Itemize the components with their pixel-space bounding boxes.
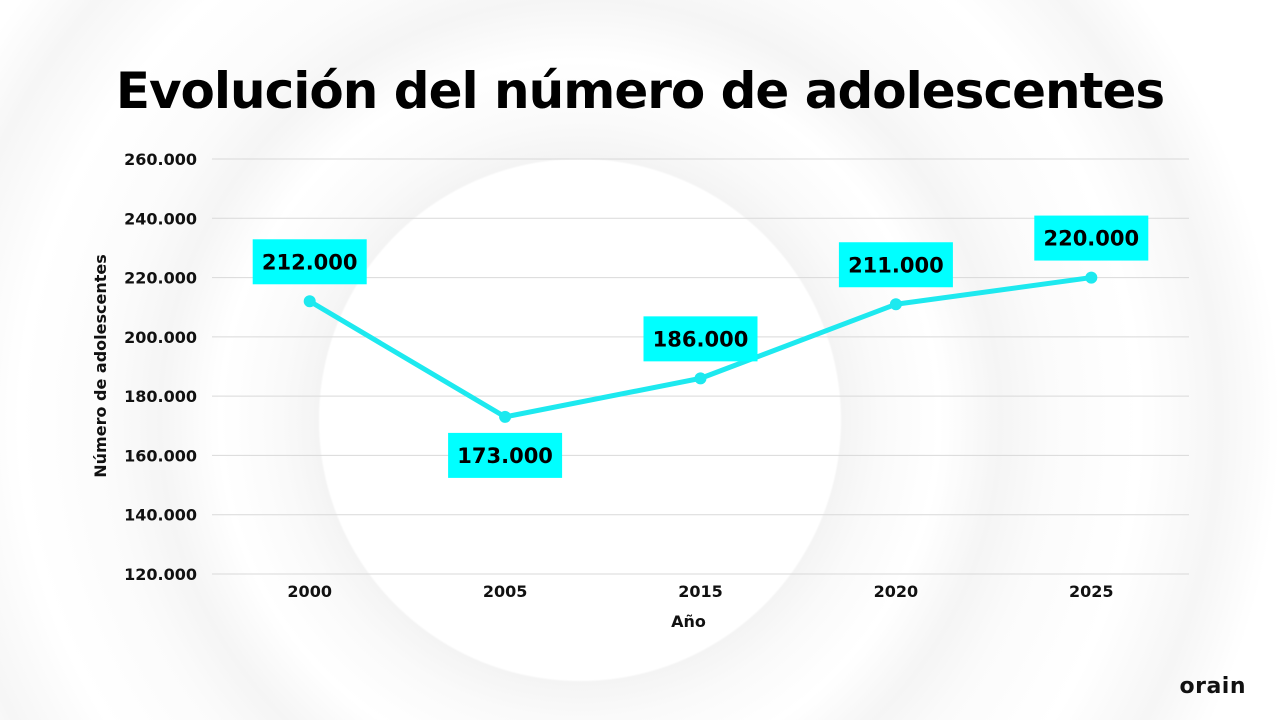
data-point: [1085, 271, 1098, 284]
y-axis-label: Número de adolescentes: [91, 254, 110, 477]
x-tick-label: 2000: [287, 582, 332, 601]
data-point: [499, 410, 512, 423]
y-tick-label: 220.000: [124, 269, 197, 288]
data-label-box: [838, 242, 953, 288]
x-tick-label: 2025: [1069, 582, 1114, 601]
y-tick-label: 260.000: [124, 150, 197, 169]
data-label: 173.000: [457, 444, 553, 468]
data-point: [694, 372, 707, 385]
data-point: [303, 295, 316, 308]
y-tick-label: 200.000: [124, 328, 197, 347]
x-tick-label: 2020: [874, 582, 919, 601]
y-tick-label: 160.000: [124, 446, 197, 465]
y-tick-label: 240.000: [124, 209, 197, 228]
y-tick-label: 120.000: [124, 565, 197, 584]
data-label: 220.000: [1043, 227, 1139, 251]
data-label-box: [252, 239, 367, 285]
orain-logo: orain: [1179, 674, 1246, 699]
x-axis-label: Año: [671, 612, 706, 631]
data-label: 211.000: [848, 253, 944, 277]
data-label: 186.000: [653, 327, 749, 351]
y-tick-label: 180.000: [124, 387, 197, 406]
data-label-box: [1034, 215, 1149, 261]
chart-title: Evolución del número de adolescentes: [115, 62, 1165, 120]
data-label: 212.000: [262, 250, 358, 274]
x-tick-label: 2005: [483, 582, 528, 601]
data-point: [889, 298, 902, 311]
y-tick-label: 140.000: [124, 506, 197, 525]
x-tick-label: 2015: [678, 582, 723, 601]
data-label-box: [448, 432, 563, 478]
data-label-box: [643, 316, 758, 362]
